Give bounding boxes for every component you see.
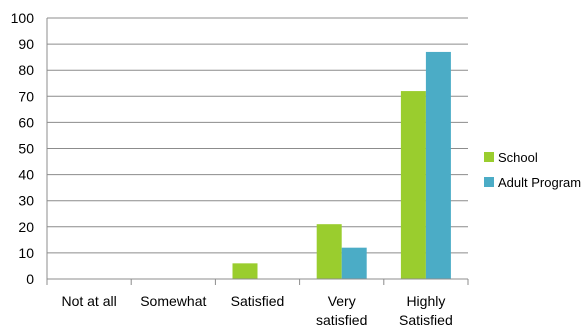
axes <box>46 18 469 285</box>
bar-adult-program <box>425 51 451 280</box>
gridlines <box>47 17 468 254</box>
y-tick-label: 30 <box>18 193 34 209</box>
y-tick-label: 0 <box>26 271 34 287</box>
y-tick-label: 60 <box>18 114 34 130</box>
bar-school <box>400 91 426 279</box>
legend: School Adult Program <box>484 150 581 190</box>
legend-label: Adult Program <box>498 175 581 190</box>
x-axis-category-labels: Not at all Somewhat Satisfied Very satisfied… <box>61 293 452 328</box>
x-category-label: Satisfied <box>399 312 453 328</box>
x-category-label: satisfied <box>316 312 367 328</box>
y-tick-label: 20 <box>18 219 34 235</box>
y-axis-tick-labels: 0 10 20 30 40 50 60 70 80 90 100 <box>11 10 35 287</box>
y-tick-label: 10 <box>18 245 34 261</box>
y-tick-label: 90 <box>18 36 34 52</box>
y-tick-label: 70 <box>18 88 34 104</box>
legend-label: School <box>498 150 538 165</box>
legend-swatch <box>484 152 494 162</box>
y-tick-label: 50 <box>18 141 34 157</box>
x-category-label: Somewhat <box>140 293 206 309</box>
bar-adult-program <box>341 247 367 279</box>
x-category-label: Very <box>328 293 356 309</box>
bar-school <box>316 224 342 279</box>
x-category-label: Satisfied <box>231 293 285 309</box>
bars <box>232 51 451 280</box>
y-tick-label: 40 <box>18 167 34 183</box>
x-category-label: Highly <box>406 293 445 309</box>
legend-swatch <box>484 177 494 187</box>
y-tick-label: 100 <box>11 10 35 26</box>
y-tick-label: 80 <box>18 62 34 78</box>
x-category-label: Not at all <box>61 293 116 309</box>
bar-school <box>232 263 258 279</box>
